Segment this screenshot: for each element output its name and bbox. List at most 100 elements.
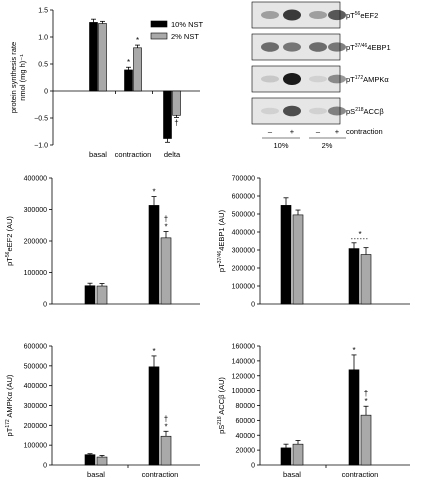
contraction-sign: + (290, 127, 295, 136)
blot-label-part: pT (346, 11, 355, 20)
y-axis-label-part: eEF2 (AU) (5, 216, 14, 252)
blot-label-part: eEF2 (360, 11, 378, 20)
y-tick-label: 0 (43, 463, 47, 470)
y-tick-label: 400000 (24, 383, 47, 390)
contraction-label: contraction (346, 127, 383, 136)
bar (84, 454, 96, 466)
y-tick-label: 0 (44, 89, 48, 96)
category-label: delta (164, 150, 181, 159)
chart-protein-synthesis: 1.5 1.0 0.5 0 −0.5 −1.0 basal contraction delta p… (9, 8, 204, 160)
y-tick-label: 120000 (232, 373, 255, 380)
chart-4ebp1: 700000 600000 500000 400000 300000 200000 1000… (217, 176, 410, 309)
bar (348, 369, 360, 466)
legend-swatch (150, 32, 168, 40)
y-tick-label: 100000 (232, 284, 255, 291)
group-label: 10% (273, 141, 288, 150)
blot-label-part: pT (346, 75, 355, 84)
y-tick-label: 40000 (236, 433, 256, 440)
y-tick-label: 0 (43, 302, 47, 309)
y-tick-label: 140000 (232, 358, 255, 365)
bar (280, 447, 292, 466)
blot-band (309, 75, 327, 83)
y-tick-label: 60000 (236, 418, 256, 425)
y-tick-label: 400000 (232, 230, 255, 237)
bar (98, 23, 107, 92)
blot-label: pT172AMPKα (346, 75, 389, 84)
y-tick-label: 300000 (24, 207, 47, 214)
category-label: contraction (142, 470, 179, 479)
y-tick-label: 300000 (24, 403, 47, 410)
blot-band (261, 42, 279, 52)
y-tick-label: 160000 (232, 344, 255, 351)
y-tick-label: 0 (251, 463, 255, 470)
bar (160, 237, 172, 305)
y-axis-label: pT56eEF2 (AU) (5, 216, 14, 266)
significance-marker: * (364, 397, 367, 406)
blot-label: pT37/464EBP1 (346, 43, 391, 52)
y-axis-label-part: 218 (217, 416, 223, 425)
contraction-sign: + (335, 127, 340, 136)
significance-marker: † (164, 215, 168, 224)
bar (124, 69, 133, 92)
y-axis-label-part: pT (5, 257, 14, 266)
blot-label-part: 218 (355, 107, 364, 113)
y-tick-label: 600000 (232, 194, 255, 201)
blot-label-part: pT (346, 43, 355, 52)
y-tick-label: 500000 (232, 212, 255, 219)
chart-ampk: 600000 500000 400000 300000 200000 100000 0 bas… (5, 344, 200, 479)
y-tick-label: 600000 (24, 344, 47, 351)
bar (148, 366, 160, 466)
y-tick-label: 200000 (24, 423, 47, 430)
blot-label-part: AMPKα (363, 75, 389, 84)
blot-band (283, 9, 301, 21)
bar (292, 214, 304, 305)
significance-marker: * (164, 422, 167, 431)
y-tick-label: 200000 (232, 266, 255, 273)
bar (160, 435, 172, 466)
significance-marker: * (152, 188, 155, 197)
category-label: basal (89, 150, 107, 159)
y-axis-label-part: AMPKα (AU) (5, 374, 14, 419)
blot-label: pS218ACCβ (346, 107, 384, 116)
y-axis-label-part: 56 (5, 251, 11, 257)
blot-label-part: 4EBP1 (367, 43, 390, 52)
bar (96, 285, 108, 305)
y-tick-label: 100000 (24, 270, 47, 277)
bar (360, 254, 372, 305)
legend-label: 10% NST (171, 20, 204, 29)
bar (84, 285, 96, 305)
y-axis-label: pT37/464EBP1 (AU) (217, 209, 226, 272)
blot-band (261, 10, 279, 20)
contraction-sign: – (268, 127, 273, 136)
category-label: basal (87, 470, 105, 479)
bar (148, 205, 160, 305)
y-axis-label-part: 37/46 (217, 251, 223, 264)
y-axis-label-part: pT (217, 263, 226, 272)
y-tick-label: 0 (251, 302, 255, 309)
blot-band (261, 75, 279, 83)
blot-band (328, 9, 346, 21)
bar (280, 205, 292, 305)
legend-swatch (150, 20, 168, 28)
blot-band (261, 107, 279, 115)
bar (348, 248, 360, 305)
bar (96, 456, 108, 466)
significance-marker: * (164, 223, 167, 232)
y-axis-label-part: 4EBP1 (AU) (217, 209, 226, 250)
y-tick-label: 100000 (232, 388, 255, 395)
y-tick-label: 700000 (232, 176, 255, 183)
blot-label-part: 172 (355, 75, 364, 81)
blot-band (328, 42, 346, 52)
category-label: basal (283, 470, 301, 479)
category-label: contraction (342, 470, 379, 479)
significance-marker: † (364, 389, 368, 398)
y-tick-label: −1.0 (34, 143, 48, 150)
y-axis-label: nmol (mg h)⁻¹ (18, 54, 27, 101)
y-tick-label: −0.5 (34, 116, 48, 123)
significance-marker: † (164, 414, 168, 423)
y-tick-label: 200000 (24, 239, 47, 246)
blot-label-part: ACCβ (364, 107, 385, 116)
blot-band (283, 105, 301, 117)
